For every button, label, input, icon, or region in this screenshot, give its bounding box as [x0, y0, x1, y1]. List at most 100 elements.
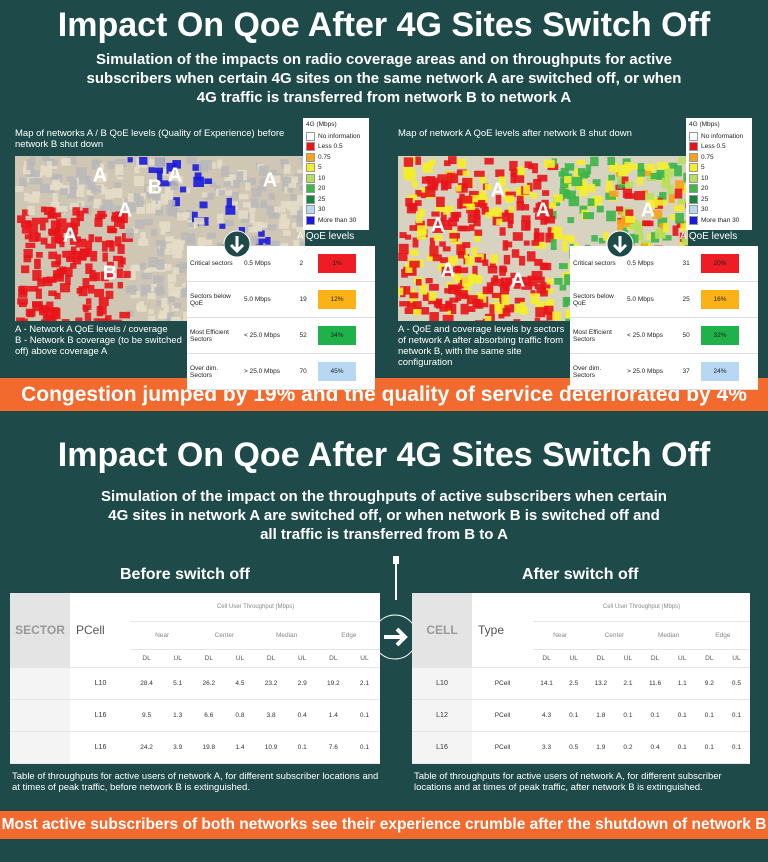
map-shape [75, 238, 87, 248]
map-shape [457, 251, 465, 259]
map-shape [225, 205, 236, 215]
value-text: 1.8 [596, 711, 606, 719]
map-shape [266, 224, 277, 231]
qoe-table: Critical sectors 0.5 Mbps 2 1% Sectors below… [187, 246, 375, 390]
table-row: L12 PCell 4.3 0.1 1.8 0.1 0.1 0.1 0.1 0.1 [412, 699, 750, 732]
map-shape [400, 286, 411, 295]
map-shape [440, 257, 450, 264]
map-shape [114, 182, 122, 189]
map-shape [172, 197, 180, 207]
map-shape [90, 250, 98, 262]
map-shape [185, 238, 196, 245]
header: Cell User Throughput (Mbps) [533, 593, 750, 622]
map-shape [508, 206, 515, 213]
map-shape [109, 203, 115, 213]
map-shape [279, 218, 291, 225]
map-shape [439, 304, 448, 312]
map-shape [469, 224, 475, 231]
header: UL [286, 649, 318, 668]
map-shape [280, 213, 287, 220]
map-shape [168, 171, 179, 181]
map-shape [69, 238, 77, 245]
map-shape [27, 285, 39, 292]
map-shape [560, 234, 570, 241]
map-shape [452, 211, 462, 218]
map-shape [405, 263, 413, 274]
map-shape [167, 282, 175, 289]
map-shape [25, 242, 36, 249]
map-shape [85, 298, 92, 305]
pct-cell: 20% [701, 254, 740, 273]
legend-swatch [689, 173, 698, 183]
map-shape [404, 307, 414, 315]
map-shape [180, 261, 192, 269]
map-shape [96, 174, 105, 183]
map-shape [248, 205, 256, 212]
map-shape [59, 283, 71, 293]
map-shape [533, 232, 545, 242]
map-shape [568, 196, 580, 207]
table-cell: < 25.0 Mbps [241, 317, 297, 354]
map-shape [436, 196, 445, 207]
map-shape [457, 158, 467, 168]
map-shape [509, 160, 518, 172]
map-label: A [263, 169, 277, 191]
map-shape [138, 238, 149, 246]
map-shape [40, 165, 46, 171]
map-shape [296, 210, 303, 221]
map-shape [663, 222, 669, 233]
map-shape [155, 206, 164, 216]
map-shape [543, 306, 549, 314]
map-shape [462, 277, 473, 287]
table-cell: Over dim. Sectors [570, 353, 624, 390]
map-shape [72, 257, 82, 265]
legend-item: 30 [306, 205, 366, 216]
map-shape [478, 190, 487, 200]
map-shape [502, 240, 509, 251]
value-text: 0.1 [731, 743, 741, 751]
map-shape [134, 219, 145, 229]
value-text: 19.2 [326, 679, 340, 687]
map-shape [53, 270, 64, 279]
table-cell: 12% [314, 281, 375, 318]
map-shape [172, 247, 183, 259]
map-shape [454, 274, 460, 283]
map-shape [674, 165, 682, 177]
map-shape [499, 265, 506, 276]
value: 1.8 [587, 699, 615, 732]
map-shape [534, 258, 543, 266]
table-cell: 0.5 Mbps [624, 246, 680, 282]
map-shape [87, 181, 95, 190]
map-shape [432, 254, 442, 262]
map-shape [207, 232, 216, 239]
map-shape [166, 190, 174, 200]
map-shape [545, 232, 554, 243]
map-shape [668, 193, 675, 203]
map-shape [456, 244, 466, 255]
map-shape [130, 265, 140, 272]
map-shape [514, 175, 525, 183]
map-shape [66, 256, 75, 263]
map-shape [429, 283, 439, 291]
map-shape [528, 163, 534, 170]
map-shape [248, 227, 258, 233]
map-shape [558, 263, 568, 270]
map-shape [156, 283, 164, 295]
table-cell: < 25.0 Mbps [624, 317, 680, 354]
map-shape [280, 201, 291, 208]
map-shape [49, 187, 55, 194]
map-shape [507, 215, 514, 224]
value: 9.2 [695, 667, 723, 700]
map-shape [136, 205, 145, 214]
map-shape [482, 259, 489, 266]
map-shape [106, 240, 114, 248]
map-shape [432, 227, 444, 233]
map-shape [152, 275, 164, 284]
header: UL [224, 649, 256, 668]
value: 0.1 [286, 731, 318, 764]
map-shape [442, 246, 451, 252]
map-shape [437, 174, 448, 184]
map-shape [537, 174, 548, 182]
map-shape [463, 195, 473, 204]
